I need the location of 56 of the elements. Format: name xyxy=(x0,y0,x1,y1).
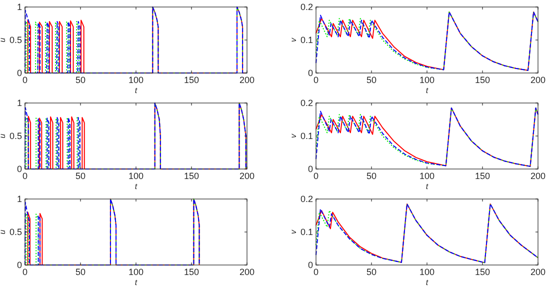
x-tick-label: 50 xyxy=(75,267,86,277)
y-axis-title: u xyxy=(0,37,7,42)
x-tick-label: 200 xyxy=(239,267,255,277)
x-tick-label: 200 xyxy=(530,75,546,85)
x-tick-label: 150 xyxy=(184,171,200,181)
x-axis-title: t xyxy=(134,86,138,95)
y-tick-label: 0.1 xyxy=(300,227,313,237)
y-tick-label: 0.2 xyxy=(300,2,313,12)
y-axis-title: v xyxy=(289,37,298,42)
y-tick-label: 0 xyxy=(16,68,22,78)
x-tick-label: 100 xyxy=(128,171,144,181)
y-tick-label: 0 xyxy=(308,164,313,174)
x-tick-label: 200 xyxy=(530,267,546,277)
x-axis-title: t xyxy=(134,278,138,287)
y-tick-label: 1 xyxy=(16,2,22,12)
x-tick-label: 150 xyxy=(474,75,490,85)
y-tick-label: 0.2 xyxy=(300,98,313,108)
y-tick-label: 0 xyxy=(308,68,313,78)
x-tick-label: 50 xyxy=(75,75,86,85)
y-tick-label: 0.5 xyxy=(9,131,22,141)
y-axis-title: v xyxy=(289,229,298,234)
y-axis-title: v xyxy=(289,133,298,138)
x-tick-label: 200 xyxy=(239,171,255,181)
x-tick-label: 50 xyxy=(75,171,86,181)
x-tick-label: 50 xyxy=(366,267,377,277)
x-axis-title: t xyxy=(134,182,138,191)
y-tick-label: 0.5 xyxy=(9,35,22,45)
y-tick-label: 0 xyxy=(308,260,313,270)
x-axis-title: t xyxy=(426,182,429,191)
x-tick-label: 50 xyxy=(366,75,377,85)
x-tick-label: 150 xyxy=(474,171,490,181)
y-tick-label: 0 xyxy=(16,164,22,174)
x-axis-title: t xyxy=(426,86,429,95)
x-tick-label: 50 xyxy=(366,171,377,181)
y-tick-label: 0.1 xyxy=(300,131,313,141)
y-tick-label: 0.5 xyxy=(9,227,22,237)
x-tick-label: 150 xyxy=(184,267,200,277)
y-tick-label: 1 xyxy=(16,98,22,108)
y-tick-label: 0.2 xyxy=(300,194,313,204)
x-tick-label: 100 xyxy=(419,267,435,277)
y-tick-label: 0.1 xyxy=(300,35,313,45)
x-tick-label: 150 xyxy=(184,75,200,85)
x-tick-label: 100 xyxy=(419,75,435,85)
line-series xyxy=(24,198,200,266)
x-tick-label: 100 xyxy=(128,267,144,277)
line-series xyxy=(316,107,538,167)
y-tick-label: 1 xyxy=(16,194,22,204)
x-tick-label: 100 xyxy=(419,171,435,181)
x-axis-title: t xyxy=(426,278,429,287)
x-tick-label: 150 xyxy=(474,267,490,277)
x-tick-label: 200 xyxy=(530,171,546,181)
y-tick-label: 0 xyxy=(16,260,22,270)
x-tick-label: 100 xyxy=(128,75,144,85)
y-axis-title: u xyxy=(0,133,7,138)
y-axis-title: u xyxy=(0,229,7,234)
x-tick-label: 200 xyxy=(239,75,255,85)
